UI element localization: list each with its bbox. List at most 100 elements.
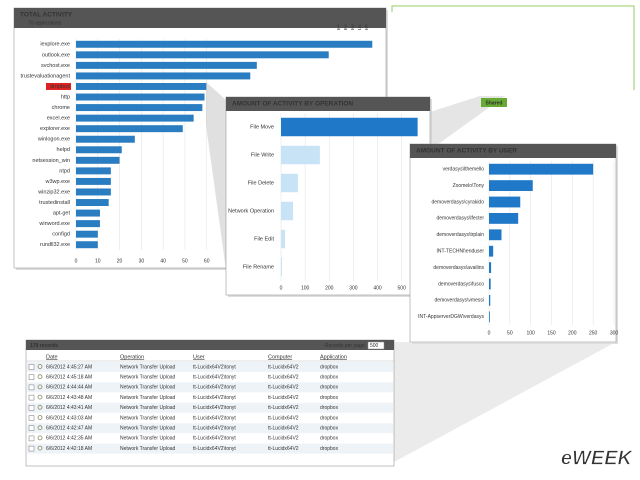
table-cell: 6/6/2012 4:43:41 AM — [46, 405, 92, 411]
bar — [76, 146, 122, 154]
page-link[interactable]: 2 — [344, 24, 347, 30]
bar — [76, 93, 205, 101]
projection — [206, 82, 226, 270]
table-cell: dropbox — [320, 436, 339, 442]
y-tick-label: demoverdasys\cyrakido — [431, 199, 484, 205]
x-tick-label: 100 — [301, 285, 310, 291]
page-link[interactable]: 4 — [358, 24, 361, 30]
expand-icon[interactable] — [28, 394, 35, 401]
search-icon[interactable] — [37, 404, 43, 410]
bar — [76, 241, 98, 249]
table-cell: tt-Lucidx64V2 — [268, 385, 299, 391]
bar — [281, 117, 418, 137]
search-icon[interactable] — [37, 394, 43, 400]
bar — [281, 201, 294, 221]
row-background — [27, 423, 393, 434]
table-cell: tt-Lucidx64V2\tonyt — [193, 426, 236, 432]
row-background — [27, 402, 393, 413]
y-tick-label: winlogon.exe — [37, 137, 70, 143]
bar — [489, 196, 521, 208]
per-page-select[interactable] — [367, 341, 385, 350]
panel — [409, 143, 617, 343]
column-header[interactable]: Computer — [268, 354, 292, 360]
x-tick-label: 150 — [547, 330, 556, 336]
search-icon[interactable] — [37, 435, 43, 441]
y-tick-label: dropbox — [50, 84, 70, 90]
search-icon[interactable] — [37, 364, 43, 369]
table-cell: dropbox — [320, 375, 339, 381]
bar — [281, 173, 298, 193]
record-count: 179 records — [30, 343, 58, 349]
expand-icon[interactable] — [28, 384, 35, 391]
table-cell: Network Transfer Upload — [120, 364, 176, 370]
table-cell: dropbox — [320, 395, 339, 401]
bar — [489, 229, 502, 241]
column-header[interactable]: Operation — [120, 354, 144, 360]
table-cell: tt-Lucidx64V2\tonyt — [193, 385, 236, 391]
search-icon[interactable] — [37, 425, 43, 431]
y-tick-label: excel.exe — [47, 116, 70, 122]
x-tick-label: 50 — [507, 330, 513, 336]
y-tick-label: netsession_win — [32, 158, 70, 164]
page-link[interactable]: 1 — [337, 24, 340, 30]
table-cell: Network Transfer Upload — [120, 436, 176, 442]
page-link[interactable]: 3 — [351, 24, 354, 30]
badge — [481, 98, 507, 107]
table-cell: 6/6/2012 4:43:48 AM — [46, 395, 92, 401]
expand-icon[interactable] — [28, 445, 35, 452]
per-page-label: Records per page: — [325, 343, 366, 349]
bar — [76, 82, 207, 90]
expand-icon[interactable] — [28, 364, 35, 370]
search-icon[interactable] — [37, 445, 43, 451]
y-tick-label: INT-AppserverDGW\verdasys — [418, 314, 484, 320]
y-tick-label: demoverdasys\lfecter — [436, 216, 484, 222]
expand-icon[interactable] — [28, 374, 35, 380]
search-icon[interactable] — [37, 384, 43, 390]
bar — [489, 212, 519, 224]
table-cell: Network Transfer Upload — [120, 385, 176, 391]
table-cell: tt-Lucidx64V2\tonyt — [193, 364, 236, 370]
panel-title: AMOUNT OF ACTIVITY BY USER — [416, 148, 517, 155]
bar — [76, 51, 329, 59]
table-cell: 6/6/2012 4:45:18 AM — [46, 375, 92, 381]
panel-title: AMOUNT OF ACTIVITY BY OPERATION — [232, 101, 353, 108]
bar — [281, 257, 282, 277]
expand-icon[interactable] — [28, 425, 35, 431]
table-cell: tt-Lucidx64V2 — [268, 405, 299, 411]
bar — [76, 125, 183, 133]
expand-icon[interactable] — [28, 435, 35, 442]
projection — [430, 96, 505, 150]
column-header[interactable]: Application — [320, 354, 347, 360]
y-tick-label: Network Operation — [228, 208, 274, 214]
x-tick-label: 250 — [589, 330, 598, 336]
y-tick-label: demoverdasys\vmessi — [435, 298, 484, 304]
x-tick-label: 200 — [325, 285, 334, 291]
column-header[interactable]: User — [193, 354, 205, 360]
table-cell: tt-Lucidx64V2 — [268, 415, 299, 421]
watermark: eWEEK — [561, 447, 634, 469]
expand-icon[interactable] — [28, 405, 35, 411]
table-cell: tt-Lucidx64V2 — [268, 426, 299, 432]
y-tick-label: verdasys\lthemello — [443, 167, 485, 173]
table-cell: tt-Lucidx64V2\tonyt — [193, 395, 236, 401]
page-link[interactable]: 5 — [365, 24, 368, 30]
x-tick-label: 50 — [182, 258, 188, 264]
y-tick-label: File Rename — [243, 264, 274, 270]
table-cell: tt-Lucidx64V2\tonyt — [193, 405, 236, 411]
bar — [489, 294, 491, 306]
panel-subtitle: 70 applications — [28, 20, 62, 26]
y-tick-label: w3wp.exe — [45, 179, 70, 185]
search-icon[interactable] — [37, 374, 43, 380]
per-page-value[interactable]: 500 — [370, 343, 379, 349]
search-icon[interactable] — [37, 415, 43, 420]
row-background — [27, 362, 393, 372]
table-cell: tt-Lucidx64V2 — [268, 436, 299, 442]
bar — [281, 145, 320, 165]
bar — [76, 156, 120, 164]
y-tick-label: INT-TECHNI\enduser — [436, 249, 484, 255]
column-header[interactable]: Date — [46, 354, 58, 360]
bar — [76, 72, 251, 80]
expand-icon[interactable] — [28, 415, 35, 421]
y-tick-label: demoverdasys\availins — [433, 265, 484, 271]
